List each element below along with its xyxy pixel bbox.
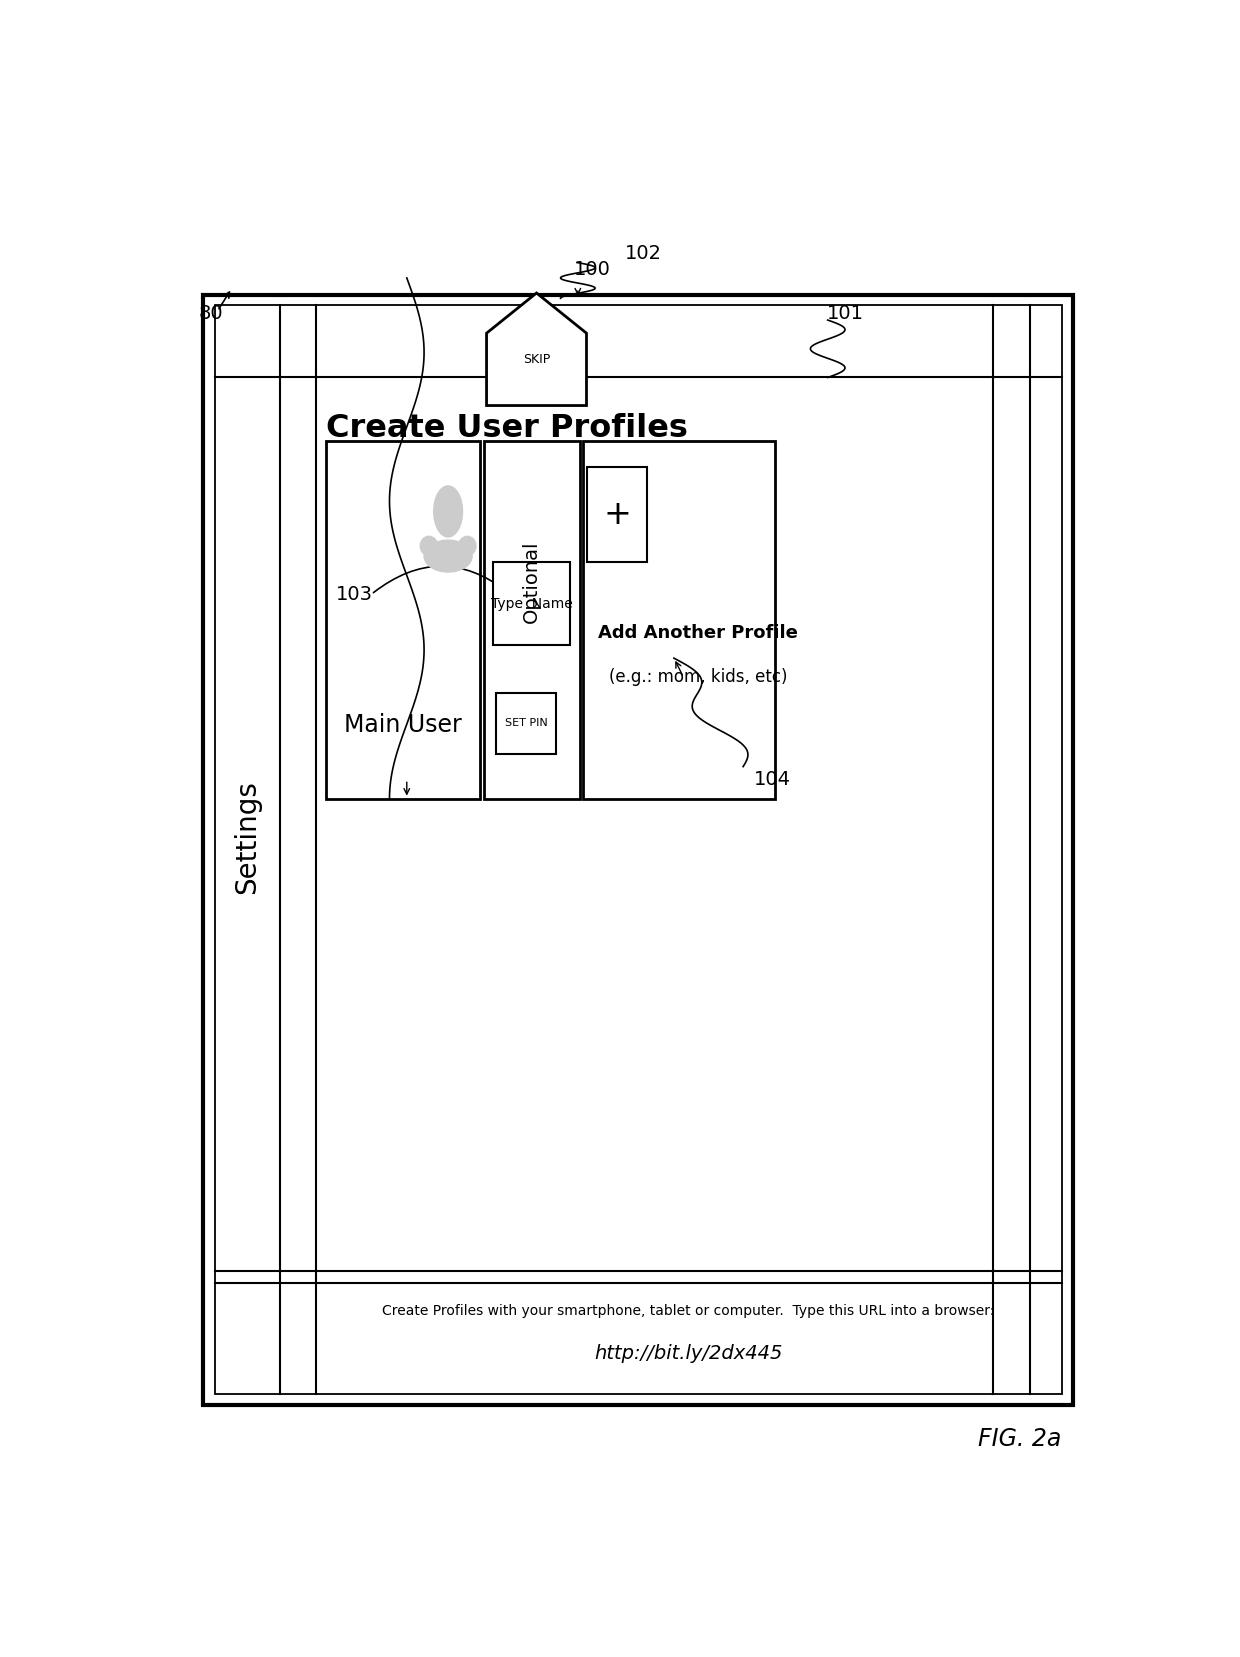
Bar xyxy=(494,562,570,645)
Text: 80: 80 xyxy=(198,305,223,323)
Ellipse shape xyxy=(459,537,476,555)
Text: 103: 103 xyxy=(336,585,372,603)
Ellipse shape xyxy=(434,486,463,537)
Text: FIG. 2a: FIG. 2a xyxy=(978,1427,1061,1452)
Text: Type  Name: Type Name xyxy=(491,597,573,611)
Bar xyxy=(496,693,556,754)
Text: Optional: Optional xyxy=(522,540,541,623)
Ellipse shape xyxy=(424,540,472,572)
Text: http://bit.ly/2dx445: http://bit.ly/2dx445 xyxy=(594,1344,782,1364)
Text: 104: 104 xyxy=(754,771,790,789)
Text: 102: 102 xyxy=(625,244,662,263)
Text: 101: 101 xyxy=(827,305,863,323)
Text: SET PIN: SET PIN xyxy=(505,717,547,727)
Ellipse shape xyxy=(420,537,438,555)
Bar xyxy=(203,295,1073,1405)
Polygon shape xyxy=(486,293,587,406)
Bar xyxy=(326,441,480,799)
Text: Main User: Main User xyxy=(343,713,461,736)
Bar xyxy=(583,441,775,799)
Text: (e.g.: mom, kids, etc): (e.g.: mom, kids, etc) xyxy=(609,668,787,686)
Bar xyxy=(484,441,580,799)
Text: Add Another Profile: Add Another Profile xyxy=(598,623,797,641)
Text: Create User Profiles: Create User Profiles xyxy=(326,413,688,444)
Text: 100: 100 xyxy=(574,260,610,278)
Bar xyxy=(588,467,647,562)
Text: SKIP: SKIP xyxy=(523,353,551,366)
Text: Create Profiles with your smartphone, tablet or computer.  Type this URL into a : Create Profiles with your smartphone, ta… xyxy=(382,1304,994,1319)
Bar xyxy=(215,305,1063,1394)
Text: Settings: Settings xyxy=(233,780,262,893)
Text: +: + xyxy=(604,499,631,532)
